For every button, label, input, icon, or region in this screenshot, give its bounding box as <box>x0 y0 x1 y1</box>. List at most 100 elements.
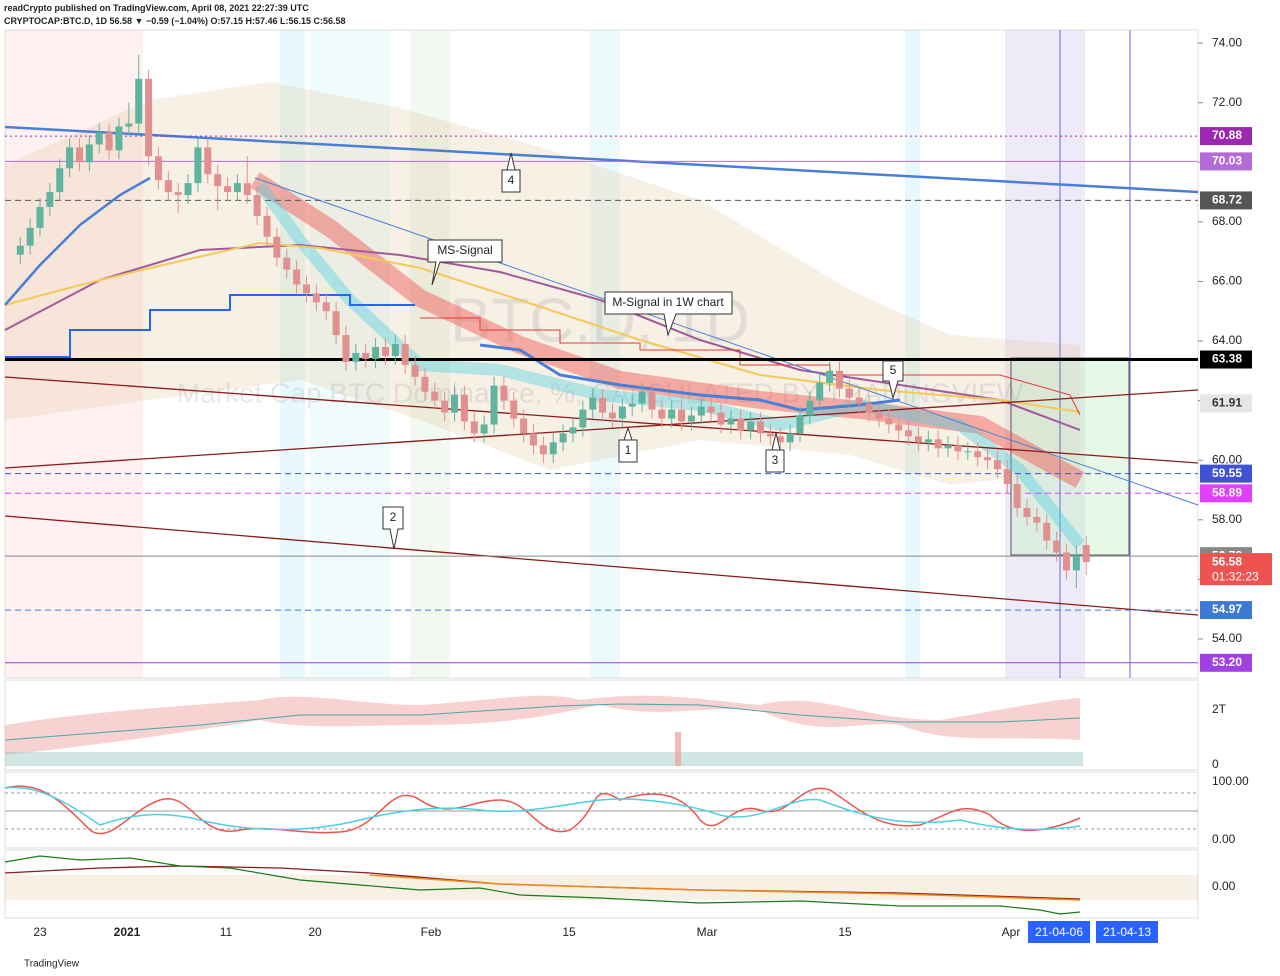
trend-axis-label: 0.00 <box>1212 879 1236 893</box>
candle-body <box>85 144 93 163</box>
callout-box <box>765 432 785 473</box>
candle-body <box>549 442 557 455</box>
pane-frame <box>4 29 1199 679</box>
candle-body <box>312 293 320 303</box>
candle-body <box>174 192 182 196</box>
candle-body <box>865 403 873 413</box>
candle-body <box>95 132 103 145</box>
candle-body <box>618 406 626 419</box>
y-tick-label: 58.00 <box>1212 512 1242 526</box>
level-label: 70.03 <box>1212 154 1242 168</box>
x-axis: 23 2021 11 20 Feb 15 Mar 15 Apr 21-04-06 21-04-13 <box>33 925 1151 939</box>
trend-line <box>4 125 1199 194</box>
level-badge <box>1200 152 1252 171</box>
callout-box <box>382 506 404 550</box>
oscillator-pane: 100.00 0.00 <box>4 771 1249 849</box>
osc-line <box>4 785 1081 835</box>
candle-body <box>658 409 666 419</box>
baseline <box>4 176 151 306</box>
volume-bars <box>5 752 1083 766</box>
candle-body <box>470 421 478 434</box>
candle-body <box>510 400 518 419</box>
candle-body <box>391 344 399 356</box>
candle-body <box>1053 540 1061 553</box>
callout-box <box>882 360 904 400</box>
callout-label: M-Signal in 1W chart <box>612 295 724 309</box>
callout-box <box>501 152 521 193</box>
level-label: 54.97 <box>1212 602 1242 616</box>
candle-body <box>401 344 409 365</box>
ma-line <box>4 241 1081 413</box>
candle-body <box>1033 516 1041 523</box>
level-label: 53.20 <box>1212 655 1242 669</box>
candle-body <box>776 436 784 443</box>
candle-body <box>362 352 370 359</box>
callout-label: 3 <box>772 453 779 467</box>
candle-body <box>56 168 64 193</box>
current-badge <box>1200 553 1272 586</box>
candle-body <box>224 186 232 193</box>
candle-body <box>579 409 587 428</box>
candle-body <box>845 388 853 398</box>
candle-body <box>599 397 607 413</box>
candle-body <box>66 147 74 169</box>
candle-body <box>332 311 340 336</box>
osc-axis-label: 0.00 <box>1212 832 1236 846</box>
candle-body <box>26 227 34 246</box>
y-tick-label: 54.00 <box>1212 631 1242 645</box>
trend-line <box>254 177 1199 506</box>
candle-body <box>530 433 537 446</box>
candle-body <box>727 418 735 425</box>
candle-body <box>381 346 389 356</box>
candle-body <box>993 460 1001 470</box>
candle-body <box>1013 484 1021 508</box>
x-tick-label: 21-04-06 <box>1035 925 1083 939</box>
trend-fast <box>4 855 1081 915</box>
candle-body <box>796 415 804 434</box>
candle-body <box>352 352 360 362</box>
candle-body <box>934 439 942 449</box>
candle-body <box>786 433 794 443</box>
candle-body <box>184 183 192 196</box>
candle-body <box>520 418 528 434</box>
callout-box <box>604 291 733 337</box>
x-tick-label: Mar <box>697 925 718 939</box>
candle-body <box>145 78 153 157</box>
candle-body <box>1082 545 1090 563</box>
candle-body <box>559 433 567 443</box>
level-badge <box>1200 394 1252 413</box>
candle-body <box>164 180 172 193</box>
candle-body <box>204 147 212 175</box>
x-tick-label: 15 <box>838 925 852 939</box>
highlight <box>1005 30 1085 678</box>
candle-body <box>678 409 686 422</box>
candles <box>16 55 1090 589</box>
level-label: 63.38 <box>1212 352 1242 366</box>
candle-body <box>451 394 459 413</box>
candle-body <box>1023 507 1031 517</box>
x-tick-label: Apr <box>1002 925 1021 939</box>
candle-body <box>243 183 251 196</box>
candle-body <box>46 192 54 207</box>
volume-spike <box>675 732 681 766</box>
y-tick-label: 68.00 <box>1212 214 1242 228</box>
highlight <box>280 30 305 678</box>
x-tick-label: 21-04-13 <box>1103 925 1151 939</box>
candle-body <box>253 195 261 216</box>
volume-average <box>4 703 1081 741</box>
candle-body <box>283 257 291 270</box>
x-tick-label: 23 <box>33 925 47 939</box>
callout-label: 1 <box>625 443 632 457</box>
candle-body <box>539 445 547 455</box>
pane-frame <box>4 679 1199 771</box>
candle-body <box>16 245 24 255</box>
y-tick-label: 66.00 <box>1212 274 1242 288</box>
trend-line <box>4 515 1199 616</box>
candle-body <box>885 418 893 425</box>
date-badge <box>1096 921 1158 943</box>
level-badge <box>1200 350 1252 369</box>
signal-line <box>420 317 1081 416</box>
candle-body <box>1003 469 1011 485</box>
header-symbol: CRYPTOCAP:BTC.D, 1D 56.58 ▼ −0.59 (−1.04… <box>4 16 346 26</box>
countdown: 01:32:23 <box>1212 569 1259 583</box>
